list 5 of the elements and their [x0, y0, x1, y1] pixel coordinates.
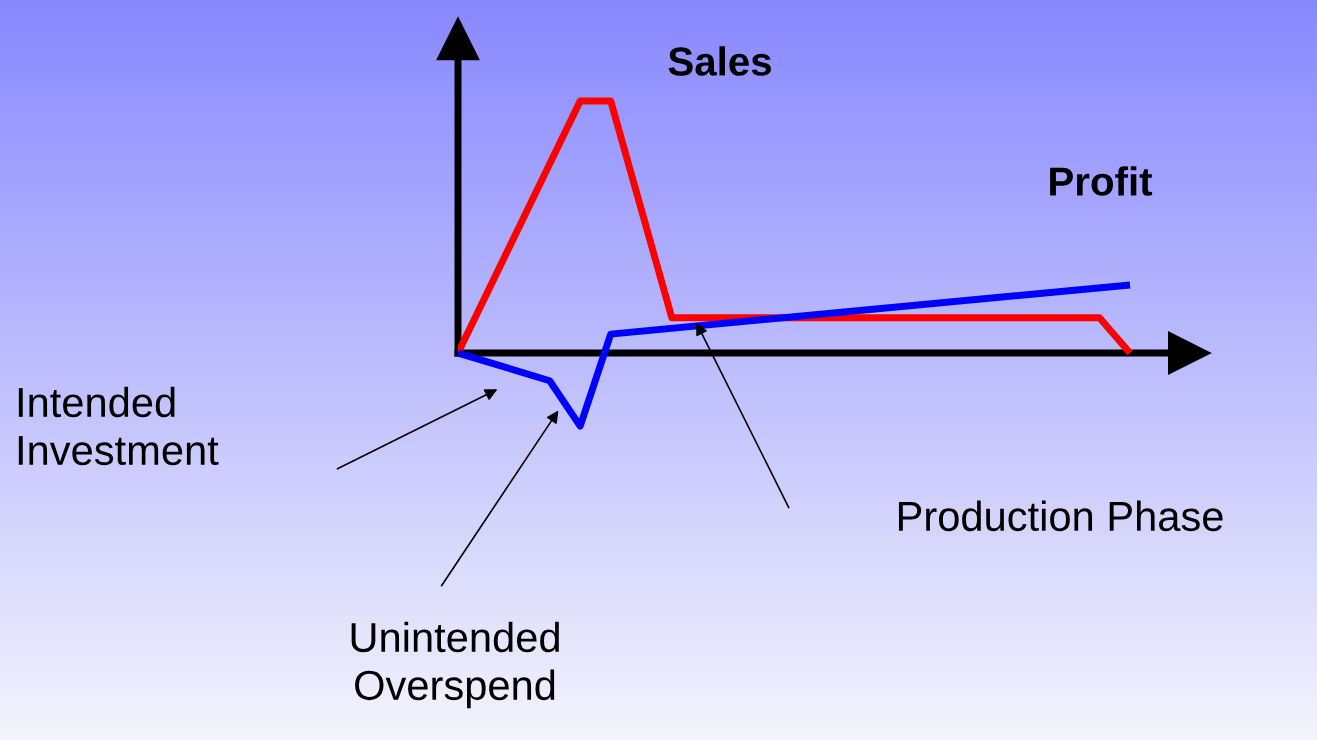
text: Production Phase: [898, 500, 1223, 532]
text: Unintended Overspend: [351, 621, 559, 709]
text: Intended Investment: [18, 386, 219, 466]
text: Profit: [1050, 166, 1153, 196]
series-label: Sales: [668, 46, 771, 76]
